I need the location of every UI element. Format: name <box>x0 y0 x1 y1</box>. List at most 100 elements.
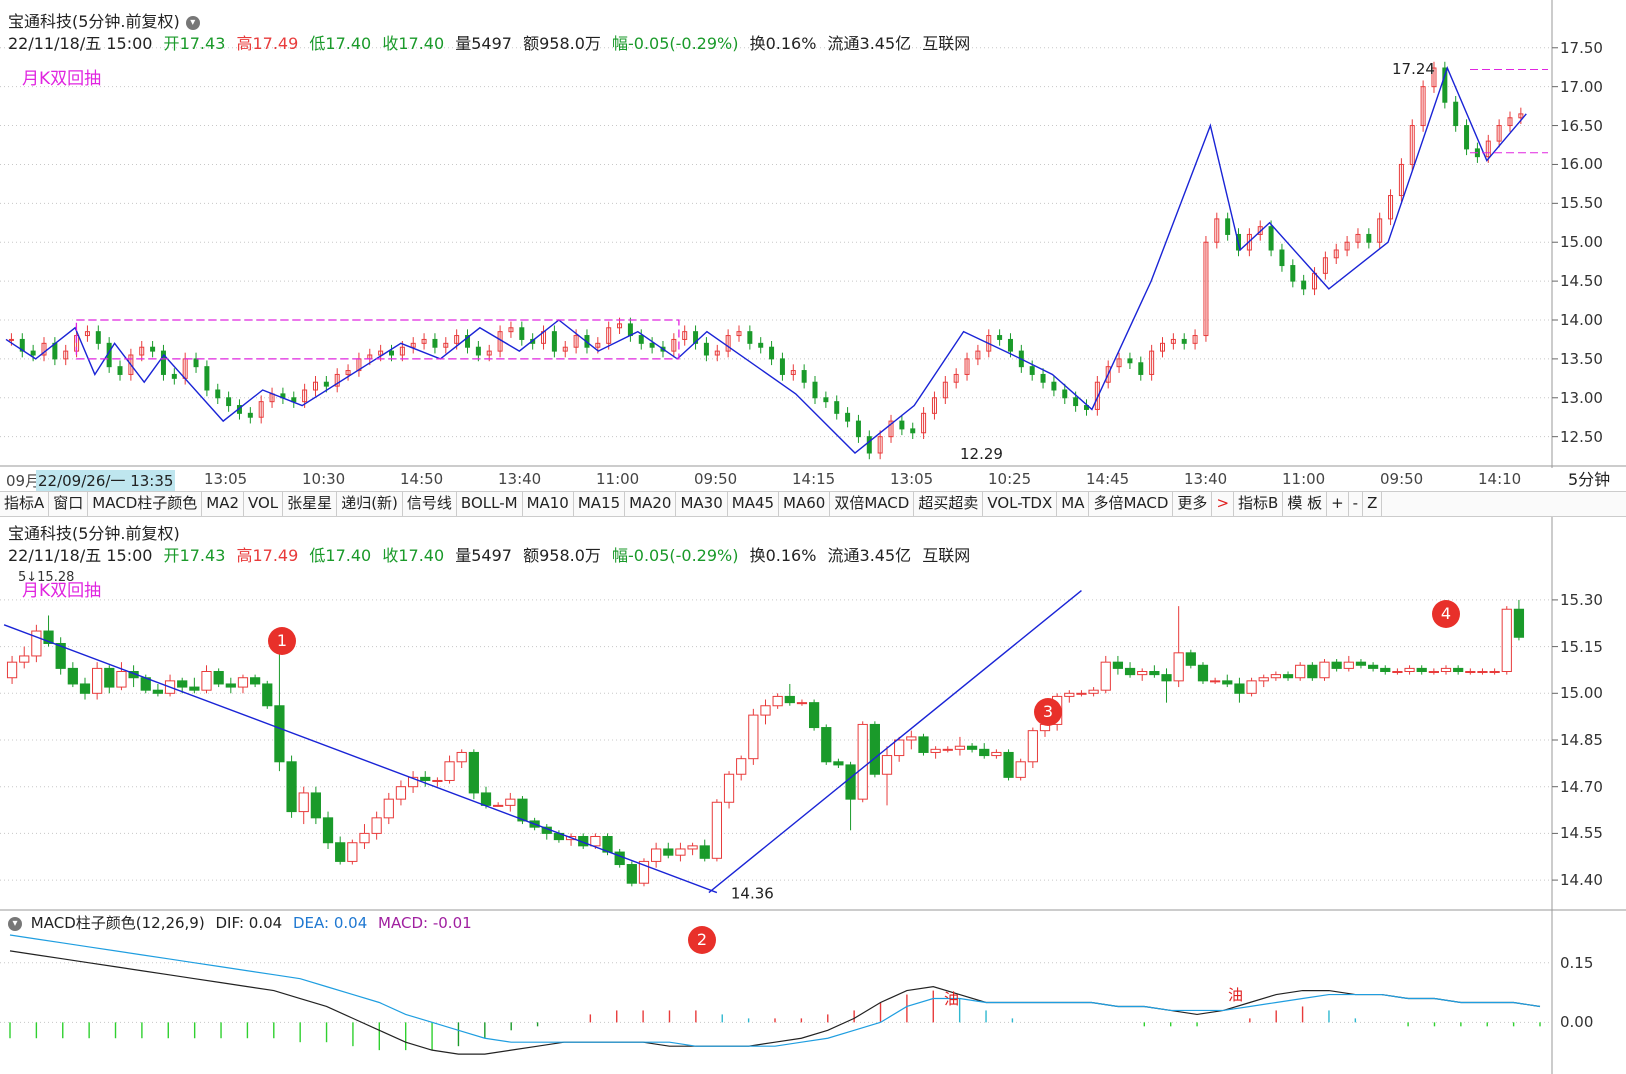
toolbar-item-15[interactable]: 双倍MACD <box>830 492 915 516</box>
mid-info-close: 收17.40 <box>382 546 444 565</box>
toolbar-item-1[interactable]: 窗口 <box>49 492 89 516</box>
toolbar-item-11[interactable]: MA20 <box>625 492 677 516</box>
mid-candle-body <box>1258 677 1269 682</box>
time-tick-label: 14:15 <box>792 470 836 488</box>
top-y-tick-label: 13.00 <box>1560 388 1603 407</box>
top-panel-title: 宝通科技(5分钟.前复权) ▾ <box>8 8 200 32</box>
toolbar-item-17[interactable]: VOL-TDX <box>983 492 1058 516</box>
top-candle-body <box>1464 125 1470 150</box>
mid-candle-body <box>310 792 321 819</box>
toolbar-item-9[interactable]: MA10 <box>523 492 574 516</box>
toolbar-item-20[interactable]: 更多 <box>1173 492 1213 516</box>
top-candle-body <box>1040 373 1046 383</box>
top-candle-body <box>769 346 775 360</box>
top-candle-body <box>1485 140 1491 158</box>
top-candle-body <box>1333 249 1339 259</box>
mid-info-turnover-label: 换 <box>749 546 766 565</box>
top-candle-body <box>454 335 460 344</box>
mid-candle-body <box>760 705 771 716</box>
period-selector[interactable]: 5分钟 <box>1568 470 1611 489</box>
macd-macd-value: -0.01 <box>432 914 472 932</box>
macd-dea: DEA: 0.04 <box>293 914 367 932</box>
mid-candle-body <box>1173 652 1184 682</box>
toolbar-item-7[interactable]: 信号线 <box>403 492 457 516</box>
mid-candle-body <box>979 748 990 757</box>
top-candle-body <box>975 350 981 360</box>
top-candle-body <box>171 373 177 379</box>
top-candle-body <box>1007 338 1013 352</box>
toolbar-item-2[interactable]: MACD柱子颜色 <box>88 492 203 516</box>
top-candle-body <box>1355 233 1361 243</box>
top-candle-body <box>671 338 677 352</box>
mid-candle-body <box>249 677 261 685</box>
top-y-tick-label: 17.50 <box>1560 38 1603 57</box>
toolbar-item-6[interactable]: 递归(新) <box>337 492 403 516</box>
chevron-down-icon[interactable]: ▾ <box>185 15 200 30</box>
mid-info-high: 高17.49 <box>236 546 298 565</box>
toolbar-item-13[interactable]: MA45 <box>728 492 780 516</box>
macd-y-axis: 0.15 0.00 <box>1552 0 1626 1074</box>
toolbar-item-16[interactable]: 超买超卖 <box>914 492 984 516</box>
toolbar-item-10[interactable]: MA15 <box>574 492 626 516</box>
top-consolidation-box <box>75 319 680 360</box>
toolbar-item-0[interactable]: 指标A <box>0 492 50 516</box>
mid-candle-body <box>456 751 467 763</box>
time-tick-label: 10:25 <box>988 470 1032 488</box>
toolbar-item-24[interactable]: + <box>1327 492 1349 516</box>
mid-info-vol: 量5497 <box>455 546 512 565</box>
top-candle-body <box>931 397 937 414</box>
top-candle-body <box>399 346 405 356</box>
mid-candle-body <box>359 832 370 844</box>
top-candle-body <box>1398 163 1404 197</box>
mid-candle-body <box>517 798 528 822</box>
top-candle-body <box>1170 338 1176 344</box>
top-candle-body <box>1225 218 1231 235</box>
top-candle-body <box>1388 195 1394 220</box>
mid-candle-body <box>626 864 637 884</box>
top-candle-body <box>247 412 253 418</box>
mid-candle-body <box>335 842 346 862</box>
oil-mark-1: 油 <box>944 990 960 1008</box>
toolbar-item-3[interactable]: MA2 <box>202 492 244 516</box>
top-candle-body <box>606 327 612 344</box>
mid-candle-body <box>383 798 394 819</box>
mid-candle-body <box>906 736 917 741</box>
mid-candle-body <box>614 851 625 866</box>
top-candle-body <box>389 350 394 356</box>
top-candle-body <box>95 331 101 344</box>
top-candle-body <box>1214 218 1220 243</box>
mid-candle-body <box>894 739 905 757</box>
toolbar-item-12[interactable]: MA30 <box>676 492 728 516</box>
marker-badge-2: 2 <box>688 926 716 954</box>
mid-candle-body <box>1355 661 1367 666</box>
mid-candle-body <box>1100 661 1111 691</box>
toolbar-item-25[interactable]: - <box>1349 492 1364 516</box>
mid-candle-body <box>1465 671 1476 674</box>
mid-candle-body <box>1440 667 1452 673</box>
toolbar-item-26[interactable]: Z <box>1363 492 1383 516</box>
time-tick-label: 10:30 <box>302 470 346 488</box>
top-candle-body <box>1105 366 1111 383</box>
macd-chevron-icon[interactable]: ▾ <box>8 916 22 931</box>
top-candle-body <box>443 342 449 348</box>
top-candle-body <box>790 370 796 375</box>
mid-candle-body <box>116 671 127 688</box>
toolbar-item-8[interactable]: BOLL-M <box>457 492 523 516</box>
toolbar-item-14[interactable]: MA60 <box>779 492 831 516</box>
mid-info-low: 低17.40 <box>309 546 371 565</box>
toolbar-item-5[interactable]: 张星星 <box>283 492 338 516</box>
toolbar-item-19[interactable]: 多倍MACD <box>1089 492 1174 516</box>
top-candle-body <box>866 436 872 454</box>
top-candle-body <box>378 350 384 356</box>
toolbar-item-21[interactable]: > <box>1212 492 1235 516</box>
mid-info-change: 幅-0.05(-0.29%) <box>612 546 739 565</box>
mid-candle-body <box>322 817 334 844</box>
macd-y-tick-label: 0.00 <box>1560 1013 1594 1032</box>
toolbar-item-23[interactable]: 模 板 <box>1283 492 1328 516</box>
info-turnover-value: 0.16% <box>765 34 817 53</box>
toolbar-item-4[interactable]: VOL <box>244 492 284 516</box>
top-candle-body <box>1420 86 1426 127</box>
toolbar-item-22[interactable]: 指标B <box>1234 492 1284 516</box>
toolbar-item-18[interactable]: MA <box>1057 492 1090 516</box>
